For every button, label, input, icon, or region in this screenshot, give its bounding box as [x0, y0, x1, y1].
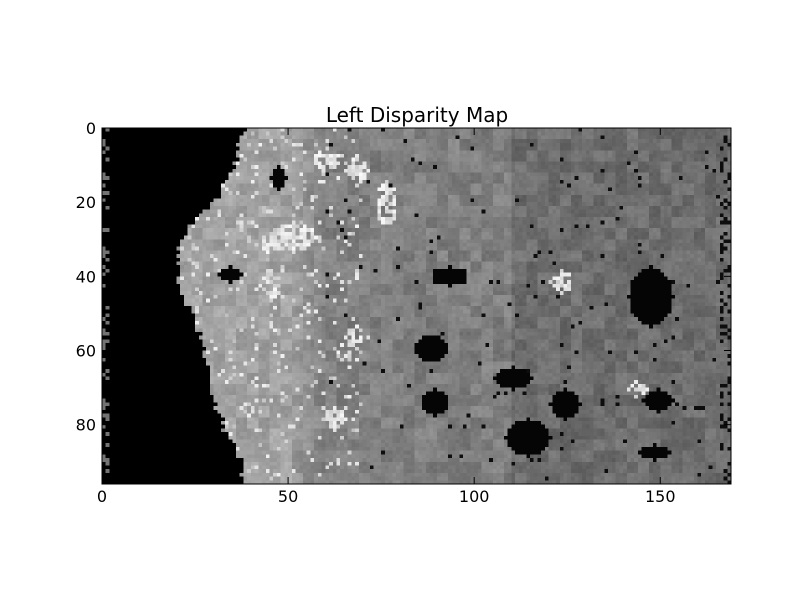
plot-area [101, 127, 732, 485]
y-tick-label: 20 [76, 193, 96, 212]
y-tick-label: 80 [76, 416, 96, 435]
y-axis: 0 20 40 60 80 [76, 119, 731, 435]
x-tick-label: 0 [97, 487, 107, 506]
disparity-heatmap-image [102, 128, 731, 484]
x-axis: 0 50 100 150 [97, 128, 676, 506]
plot-frame [101, 127, 732, 485]
chart-title: Left Disparity Map [326, 103, 508, 127]
y-tick-label: 60 [76, 342, 96, 361]
y-tick-label: 0 [86, 119, 96, 138]
x-tick-label: 100 [459, 487, 490, 506]
x-tick-label: 150 [645, 487, 676, 506]
y-tick-label: 40 [76, 267, 96, 286]
x-tick-label: 50 [278, 487, 298, 506]
